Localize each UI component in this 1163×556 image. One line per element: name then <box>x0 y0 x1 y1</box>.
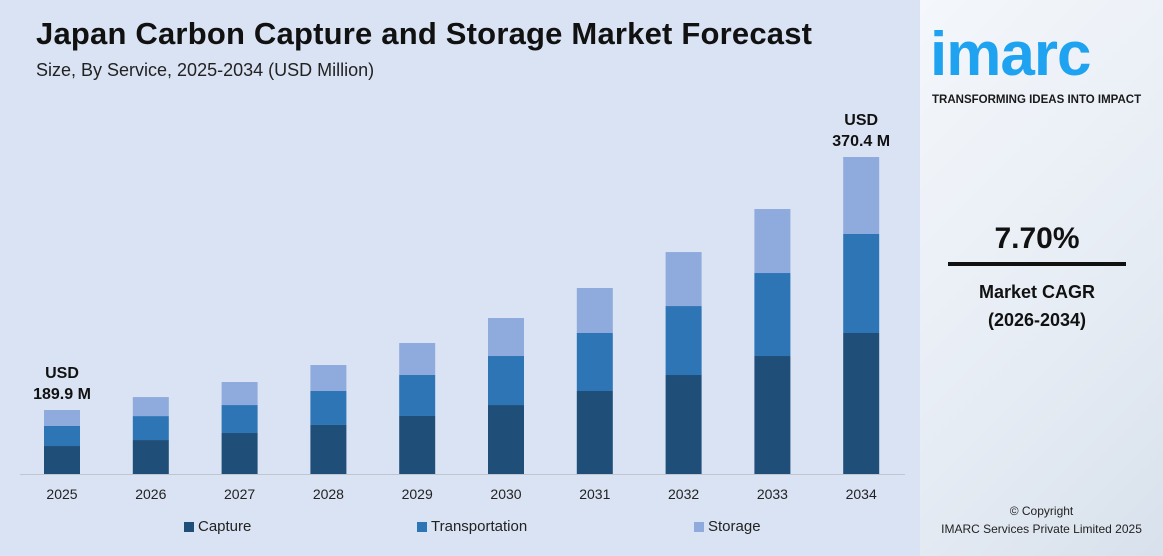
chart-subtitle: Size, By Service, 2025-2034 (USD Million… <box>36 60 375 80</box>
bar-storage-2029 <box>399 343 436 376</box>
x-tick-label: 2031 <box>579 486 610 502</box>
bar-storage-2030 <box>488 318 524 357</box>
bar-storage-2032 <box>665 252 702 307</box>
bar-transportation-2031 <box>576 332 613 392</box>
x-tick-label: 2030 <box>490 486 521 502</box>
bar-storage-2026 <box>132 397 169 417</box>
logo-text: imarc <box>930 20 1091 89</box>
x-tick-label: 2033 <box>757 486 788 502</box>
bar-transportation-2030 <box>488 356 524 406</box>
bar-transportation-2033 <box>754 273 791 357</box>
x-tick-label: 2025 <box>46 486 77 502</box>
bar-transportation-2032 <box>665 306 702 376</box>
bar-capture-2029 <box>399 415 436 474</box>
bar-transportation-2025 <box>44 426 80 447</box>
bar-chart: 2025 2026 2027 2028 2029 2030 2031 2032 2033 2034… <box>20 112 905 502</box>
legend-label: Transportation <box>431 518 528 535</box>
bar-capture-2028 <box>310 424 347 474</box>
bar-storage-2025 <box>44 410 80 427</box>
legend-label: Storage <box>708 518 761 535</box>
cagr-value: 7.70% <box>994 222 1080 255</box>
bar-transportation-2034 <box>843 234 880 333</box>
bar-transportation-2029 <box>399 375 436 416</box>
bar-storage-2027 <box>221 382 258 406</box>
bar-storage-2031 <box>576 287 613 333</box>
imarc-logo: imarc TRANSFORMING IDEAS INTO IMPACT <box>930 10 1150 107</box>
bar-storage-2028 <box>310 364 347 392</box>
bar-storage-2034 <box>843 157 880 235</box>
copyright-line2: IMARC Services Private Limited 2025 <box>941 522 1142 536</box>
cagr-divider <box>948 262 1126 266</box>
x-tick-label: 2032 <box>668 486 699 502</box>
legend-swatch <box>417 521 427 532</box>
bar-storage-2033 <box>754 209 791 274</box>
legend-label: Capture <box>198 518 252 535</box>
copyright-line1: © Copyright <box>1009 504 1074 518</box>
legend-item-capture: Capture <box>184 518 251 535</box>
bar-capture-2027 <box>221 433 258 474</box>
x-tick-label: 2034 <box>846 486 877 502</box>
total-label-line2: 189.9 M <box>33 386 91 403</box>
cagr-label: Market CAGR <box>978 282 1096 302</box>
logo-tagline: TRANSFORMING IDEAS INTO IMPACT <box>932 94 1142 106</box>
x-tick-label: 2027 <box>224 486 255 502</box>
bar-capture-2032 <box>665 375 702 474</box>
copyright: © Copyright IMARC Services Private Limit… <box>920 502 1163 538</box>
total-label-line2: 370.4 M <box>832 133 890 150</box>
total-label-line1: USD <box>45 365 79 382</box>
bar-transportation-2028 <box>310 391 347 425</box>
legend-item-storage: Storage <box>694 518 761 535</box>
bar-transportation-2027 <box>221 405 258 434</box>
x-tick-label: 2028 <box>313 486 344 502</box>
bar-transportation-2026 <box>132 416 169 441</box>
cagr-period: (2026-2034) <box>987 310 1087 330</box>
bar-capture-2026 <box>132 440 169 474</box>
side-panel <box>920 0 1163 556</box>
bar-capture-2031 <box>576 391 613 474</box>
x-tick-label: 2026 <box>135 486 166 502</box>
legend-swatch <box>694 521 704 532</box>
cagr-box: 7.70% Market CAGR (2026-2034) <box>948 222 1126 334</box>
chart-title: Japan Carbon Capture and Storage Market … <box>36 16 813 51</box>
bar-capture-2025 <box>44 446 80 474</box>
legend-item-transportation: Transportation <box>417 518 527 535</box>
bar-capture-2030 <box>488 405 524 474</box>
bar-capture-2033 <box>754 356 791 474</box>
legend-swatch <box>184 521 194 532</box>
total-label-line1: USD <box>844 112 878 129</box>
bar-capture-2034 <box>843 332 880 474</box>
x-tick-label: 2029 <box>402 486 433 502</box>
